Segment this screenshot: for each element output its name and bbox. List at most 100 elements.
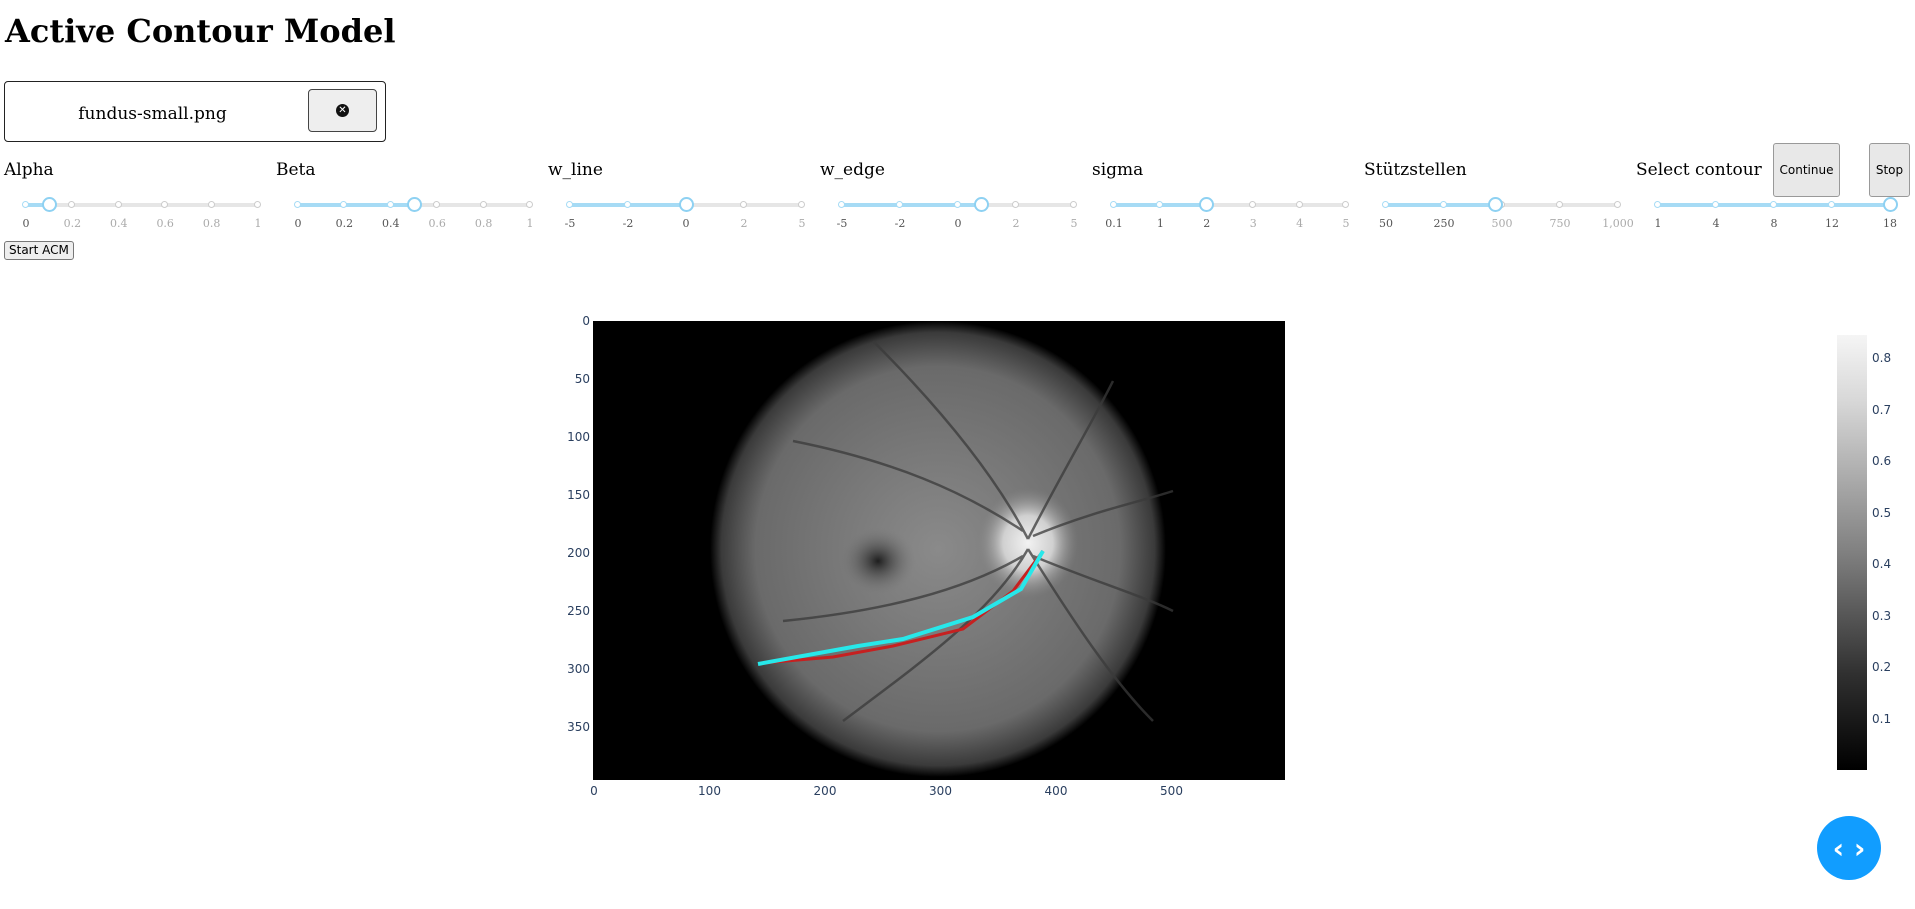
- slider-track[interactable]: [1654, 197, 1898, 212]
- colorbar-tick-label: 0.2: [1872, 660, 1892, 674]
- slider-tick-label: 2: [740, 217, 748, 230]
- slider-tick-label: 1,000: [1602, 217, 1634, 230]
- code-brackets-icon: ‹ ›: [1832, 831, 1866, 865]
- slider-beta[interactable]: Beta 0 0.2 0.4 0.6 0.8 1: [276, 160, 536, 235]
- slider-track[interactable]: [22, 197, 261, 212]
- slider-mark: [1828, 200, 1835, 208]
- slider-tick-label: 0.4: [382, 217, 400, 230]
- slider-tick-label: 8: [1770, 217, 1778, 230]
- close-circle-icon: ✕: [336, 104, 349, 117]
- slider-tick-label: 50: [1379, 217, 1393, 230]
- slider-label: Alpha: [4, 160, 54, 180]
- slider-mark: [479, 200, 487, 208]
- slider-mark: [1249, 200, 1257, 208]
- x-tick-label: 500: [1160, 784, 1183, 798]
- slider-track[interactable]: [294, 197, 533, 212]
- slider-handle[interactable]: [41, 197, 57, 212]
- slider-select-contour[interactable]: Select contour 1 4 8 12 18: [1636, 160, 1898, 235]
- page-title: Active Contour Model: [5, 12, 396, 50]
- slider-label: Stützstellen: [1364, 160, 1467, 180]
- slider-tick-label: 0.6: [156, 217, 174, 230]
- slider-mark: [1012, 200, 1019, 208]
- slider-sigma[interactable]: sigma 0.1 1 2 3 4 5: [1092, 160, 1352, 235]
- slider-mark: [207, 200, 215, 208]
- slider-mark: [798, 200, 805, 208]
- slider-st-tzstellen[interactable]: Stützstellen 50 250 500 750 1,000: [1364, 160, 1634, 235]
- file-upload[interactable]: fundus-small.png ✕: [4, 81, 386, 142]
- x-tick-label: 200: [813, 784, 837, 798]
- stop-button[interactable]: Stop: [1869, 143, 1910, 197]
- slider-mark: [386, 200, 394, 208]
- start-acm-button[interactable]: Start ACM: [4, 241, 74, 260]
- slider-label: w_line: [548, 160, 603, 180]
- slider-mark: [1342, 200, 1349, 208]
- slider-handle[interactable]: [678, 197, 694, 212]
- slider-tick-label: 2: [1012, 217, 1020, 230]
- y-tick-label: 300: [567, 662, 590, 676]
- slider-tick-label: 0: [294, 217, 302, 230]
- slider-w-line[interactable]: w_line -5 -2 0 2 5: [548, 160, 808, 235]
- slider-label: Beta: [276, 160, 316, 180]
- slider-tick-label: 0.1: [1105, 217, 1123, 230]
- continue-button[interactable]: Continue: [1773, 143, 1840, 197]
- slider-mark: [1440, 200, 1447, 208]
- code-toggle-button[interactable]: ‹ ›: [1817, 816, 1881, 880]
- slider-handle[interactable]: [406, 197, 422, 212]
- slider-handle[interactable]: [1488, 197, 1504, 212]
- slider-fill: [842, 203, 982, 207]
- slider-mark: [566, 200, 573, 208]
- slider-tick-label: 0.8: [202, 217, 221, 230]
- slider-tick-label: 0: [954, 217, 962, 230]
- slider-fill: [298, 203, 414, 207]
- image-plot[interactable]: [593, 321, 1285, 780]
- slider-mark: [22, 200, 29, 208]
- slider-track[interactable]: [1110, 197, 1349, 212]
- slider-tick-label: 0.8: [474, 217, 493, 230]
- x-tick-label: 0: [590, 784, 598, 798]
- slider-mark: [68, 200, 76, 208]
- slider-handle[interactable]: [1882, 197, 1898, 212]
- slider-label: w_edge: [820, 160, 885, 180]
- slider-mark: [433, 200, 441, 208]
- colorbar-tick-label: 0.1: [1872, 711, 1892, 726]
- slider-handle[interactable]: [973, 197, 989, 212]
- slider-mark: [114, 200, 122, 208]
- colorbar-tick-label: 0.3: [1872, 608, 1892, 623]
- slider-mark: [740, 200, 747, 208]
- slider-label: sigma: [1092, 160, 1144, 180]
- slider-mark: [1614, 200, 1621, 208]
- slider-tick-label: 5: [1342, 217, 1350, 230]
- slider-tick-label: -2: [622, 217, 634, 230]
- slider-tick-label: 0: [22, 217, 30, 230]
- slider-tick-label: 0.2: [335, 217, 354, 230]
- slider-mark: [1156, 200, 1164, 208]
- slider-mark: [294, 200, 301, 208]
- colorbar-tick-label: 0.8: [1872, 351, 1892, 365]
- slider-mark: [1070, 200, 1077, 208]
- slider-alpha[interactable]: Alpha 0 0.2 0.4 0.6 0.8 1: [4, 160, 264, 235]
- slider-tick-label: 500: [1491, 217, 1513, 230]
- y-tick-label: 350: [567, 720, 590, 734]
- slider-track[interactable]: [838, 197, 1077, 212]
- slider-tick-label: 5: [798, 217, 806, 230]
- slider-mark: [1295, 200, 1303, 208]
- slider-tick-label: 4: [1296, 217, 1304, 230]
- uploaded-filename: fundus-small.png: [78, 104, 227, 124]
- slider-handle[interactable]: [1199, 197, 1215, 212]
- colorbar-tick-label: 0.4: [1872, 557, 1892, 571]
- slider-tick-label: 1: [254, 217, 262, 230]
- slider-tick-label: 0.4: [110, 217, 128, 230]
- active-contour: [757, 549, 1045, 666]
- slider-tick-label: 0.2: [63, 217, 82, 230]
- slider-mark: [624, 200, 631, 208]
- remove-file-button[interactable]: ✕: [308, 89, 377, 132]
- slider-w-edge[interactable]: w_edge -5 -2 0 2 5: [820, 160, 1080, 235]
- y-tick-label: 100: [567, 430, 590, 444]
- slider-mark: [896, 200, 903, 208]
- fundus-image: [593, 321, 1285, 780]
- colorbar-tick-label: 0.5: [1872, 505, 1892, 520]
- slider-tick-label: 1: [1654, 217, 1662, 230]
- slider-mark: [1382, 200, 1389, 208]
- slider-track[interactable]: [1382, 197, 1621, 212]
- slider-track[interactable]: [566, 197, 805, 212]
